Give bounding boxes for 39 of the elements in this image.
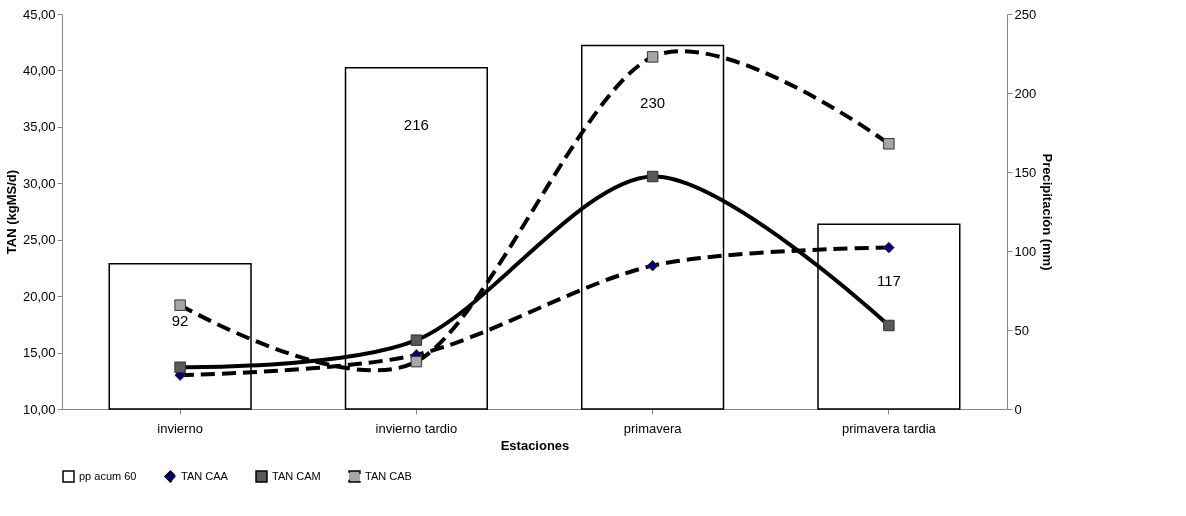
y-tick-label: 35,00 [22,119,56,135]
point [174,361,186,373]
x-tick-label: invierno [157,420,203,436]
y-tick-label: 10,00 [22,401,56,417]
y2-tick-label: 100 [1014,243,1037,259]
point [646,259,659,272]
y2-tick-label: 200 [1014,85,1037,101]
point [410,334,423,346]
data-label: 92 [171,311,189,329]
y-tick-label: 45,00 [22,6,56,22]
y2-tick-label: 150 [1014,164,1037,180]
x-tick-label: primavera tardia [841,420,937,436]
point [646,51,659,63]
y-axis-title: TAN (kgMS/d) [3,169,19,255]
x-tick-label: primavera [623,420,683,436]
point [174,299,186,311]
legend-label: pp acum 60 [79,469,137,482]
point [883,241,895,254]
y-tick-label: 40,00 [22,62,56,78]
legend-label: TAN CAA [181,469,229,482]
y2-tick-label: 50 [1014,322,1029,338]
y-tick-label: 30,00 [22,175,56,191]
x-tick-label: invierno tardio [375,420,458,436]
y-tick-label: 20,00 [22,288,56,304]
y-tick-label: 15,00 [22,345,56,361]
data-label: 230 [640,93,666,111]
point [883,138,895,150]
y-tick-label: 25,00 [22,232,56,248]
x-axis-title: Estaciones [500,437,570,453]
data-label: 216 [403,115,429,133]
y2-tick-label: 0 [1014,401,1022,417]
data-label: 117 [876,272,901,290]
point [646,170,659,183]
legend-label: TAN CAM [272,469,321,482]
y2-tick-label: 250 [1014,6,1037,22]
point [410,355,423,368]
point [883,319,895,332]
y2-axis-title: Precipitación (mm) [1040,153,1056,271]
legend-label: TAN CAB [365,469,412,482]
